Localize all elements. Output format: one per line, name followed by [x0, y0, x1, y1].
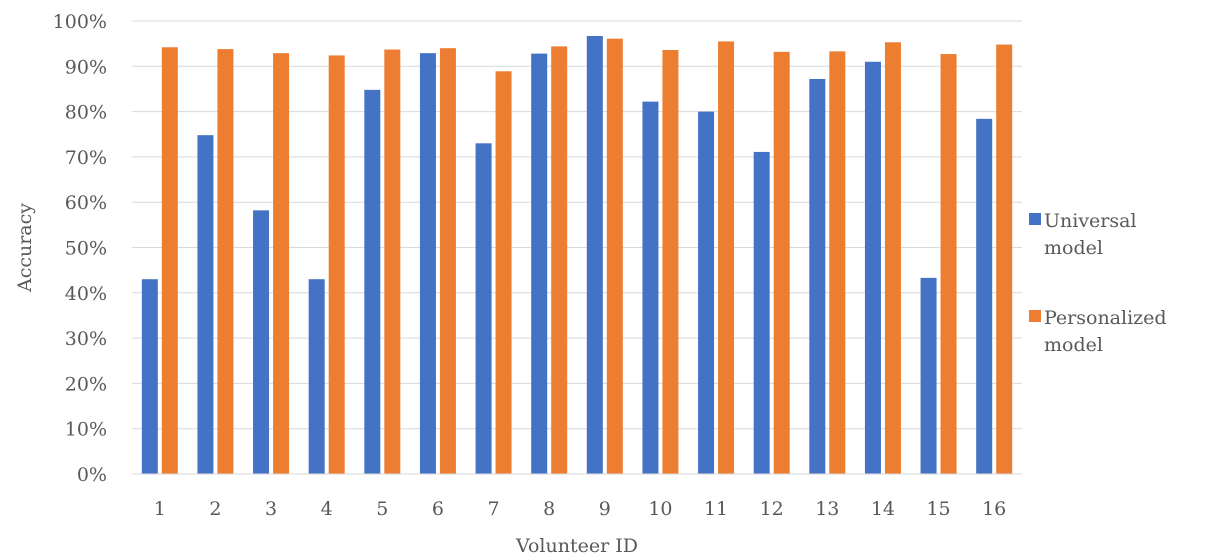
x-tick-label: 9: [599, 498, 611, 520]
bar-universal-model: [586, 35, 603, 474]
bar-personalized-model: [439, 48, 456, 475]
y-tick-label: 10%: [65, 419, 107, 441]
bar-personalized-model: [551, 46, 568, 474]
x-tick-label: 11: [704, 498, 728, 520]
bar-universal-model: [642, 101, 659, 474]
x-axis-title: Volunteer ID: [515, 535, 638, 557]
x-tick-label: 5: [376, 498, 388, 520]
x-axis-tick-labels: 1 2 3 4 5 6 7 8 9 10 11 12 13 14 15 16: [154, 498, 1007, 520]
y-axis-tick-labels: 0% 10% 20% 30% 40% 50% 60% 70% 80% 90% 100%: [53, 11, 107, 486]
bar-universal-model: [475, 143, 492, 474]
y-tick-label: 80%: [65, 102, 107, 124]
bar-universal-model: [809, 78, 826, 474]
bar-personalized-model: [328, 55, 345, 474]
bar-personalized-model: [884, 42, 901, 474]
bar-personalized-model: [161, 47, 178, 475]
x-tick-label: 14: [871, 498, 895, 520]
bar-universal-model: [253, 210, 270, 474]
bar-universal-model: [197, 135, 214, 474]
bar-universal-model: [920, 277, 937, 474]
legend-label: Universal: [1044, 210, 1137, 232]
y-tick-label: 100%: [53, 11, 107, 33]
x-tick-label: 7: [488, 498, 500, 520]
x-tick-label: 12: [760, 498, 784, 520]
bar-personalized-model: [940, 54, 957, 474]
bar-universal-model: [308, 279, 325, 474]
x-tick-label: 8: [543, 498, 555, 520]
x-tick-label: 15: [926, 498, 950, 520]
bar-universal-model: [531, 53, 548, 475]
y-tick-label: 30%: [65, 328, 107, 350]
bar-universal-model: [976, 118, 993, 475]
legend-label: model: [1044, 237, 1103, 259]
bar-personalized-model: [996, 44, 1013, 474]
bar-personalized-model: [495, 71, 512, 475]
legend-label: model: [1044, 334, 1103, 356]
x-tick-label: 6: [432, 498, 444, 520]
y-tick-label: 20%: [65, 373, 107, 395]
bar-personalized-model: [273, 53, 290, 475]
bar-personalized-model: [829, 51, 846, 474]
legend-label: Personalized: [1044, 307, 1167, 329]
bar-personalized-model: [217, 49, 234, 474]
legend: Universal model Personalized model: [1029, 210, 1167, 356]
x-tick-label: 4: [321, 498, 333, 520]
bars: [141, 35, 1013, 475]
bar-universal-model: [419, 53, 436, 475]
x-tick-label: 13: [815, 498, 839, 520]
y-tick-label: 70%: [65, 147, 107, 169]
bar-universal-model: [753, 151, 770, 475]
x-tick-label: 1: [154, 498, 166, 520]
x-tick-label: 2: [209, 498, 221, 520]
bar-universal-model: [364, 89, 381, 474]
legend-swatch: [1029, 310, 1041, 322]
x-tick-label: 16: [982, 498, 1006, 520]
y-tick-label: 40%: [65, 283, 107, 305]
x-tick-label: 10: [648, 498, 672, 520]
bar-personalized-model: [662, 49, 679, 474]
bar-universal-model: [698, 111, 715, 474]
y-tick-label: 60%: [65, 192, 107, 214]
y-axis-title: Accuracy: [14, 203, 36, 293]
bar-universal-model: [141, 279, 158, 474]
y-tick-label: 90%: [65, 56, 107, 78]
bar-personalized-model: [384, 49, 401, 474]
x-tick-label: 3: [265, 498, 277, 520]
legend-swatch: [1029, 213, 1041, 225]
bar-personalized-model: [606, 38, 623, 475]
y-tick-label: 50%: [65, 238, 107, 260]
bar-personalized-model: [718, 41, 735, 474]
bar-universal-model: [864, 61, 881, 475]
bar-personalized-model: [773, 51, 790, 474]
y-tick-label: 0%: [77, 464, 107, 486]
